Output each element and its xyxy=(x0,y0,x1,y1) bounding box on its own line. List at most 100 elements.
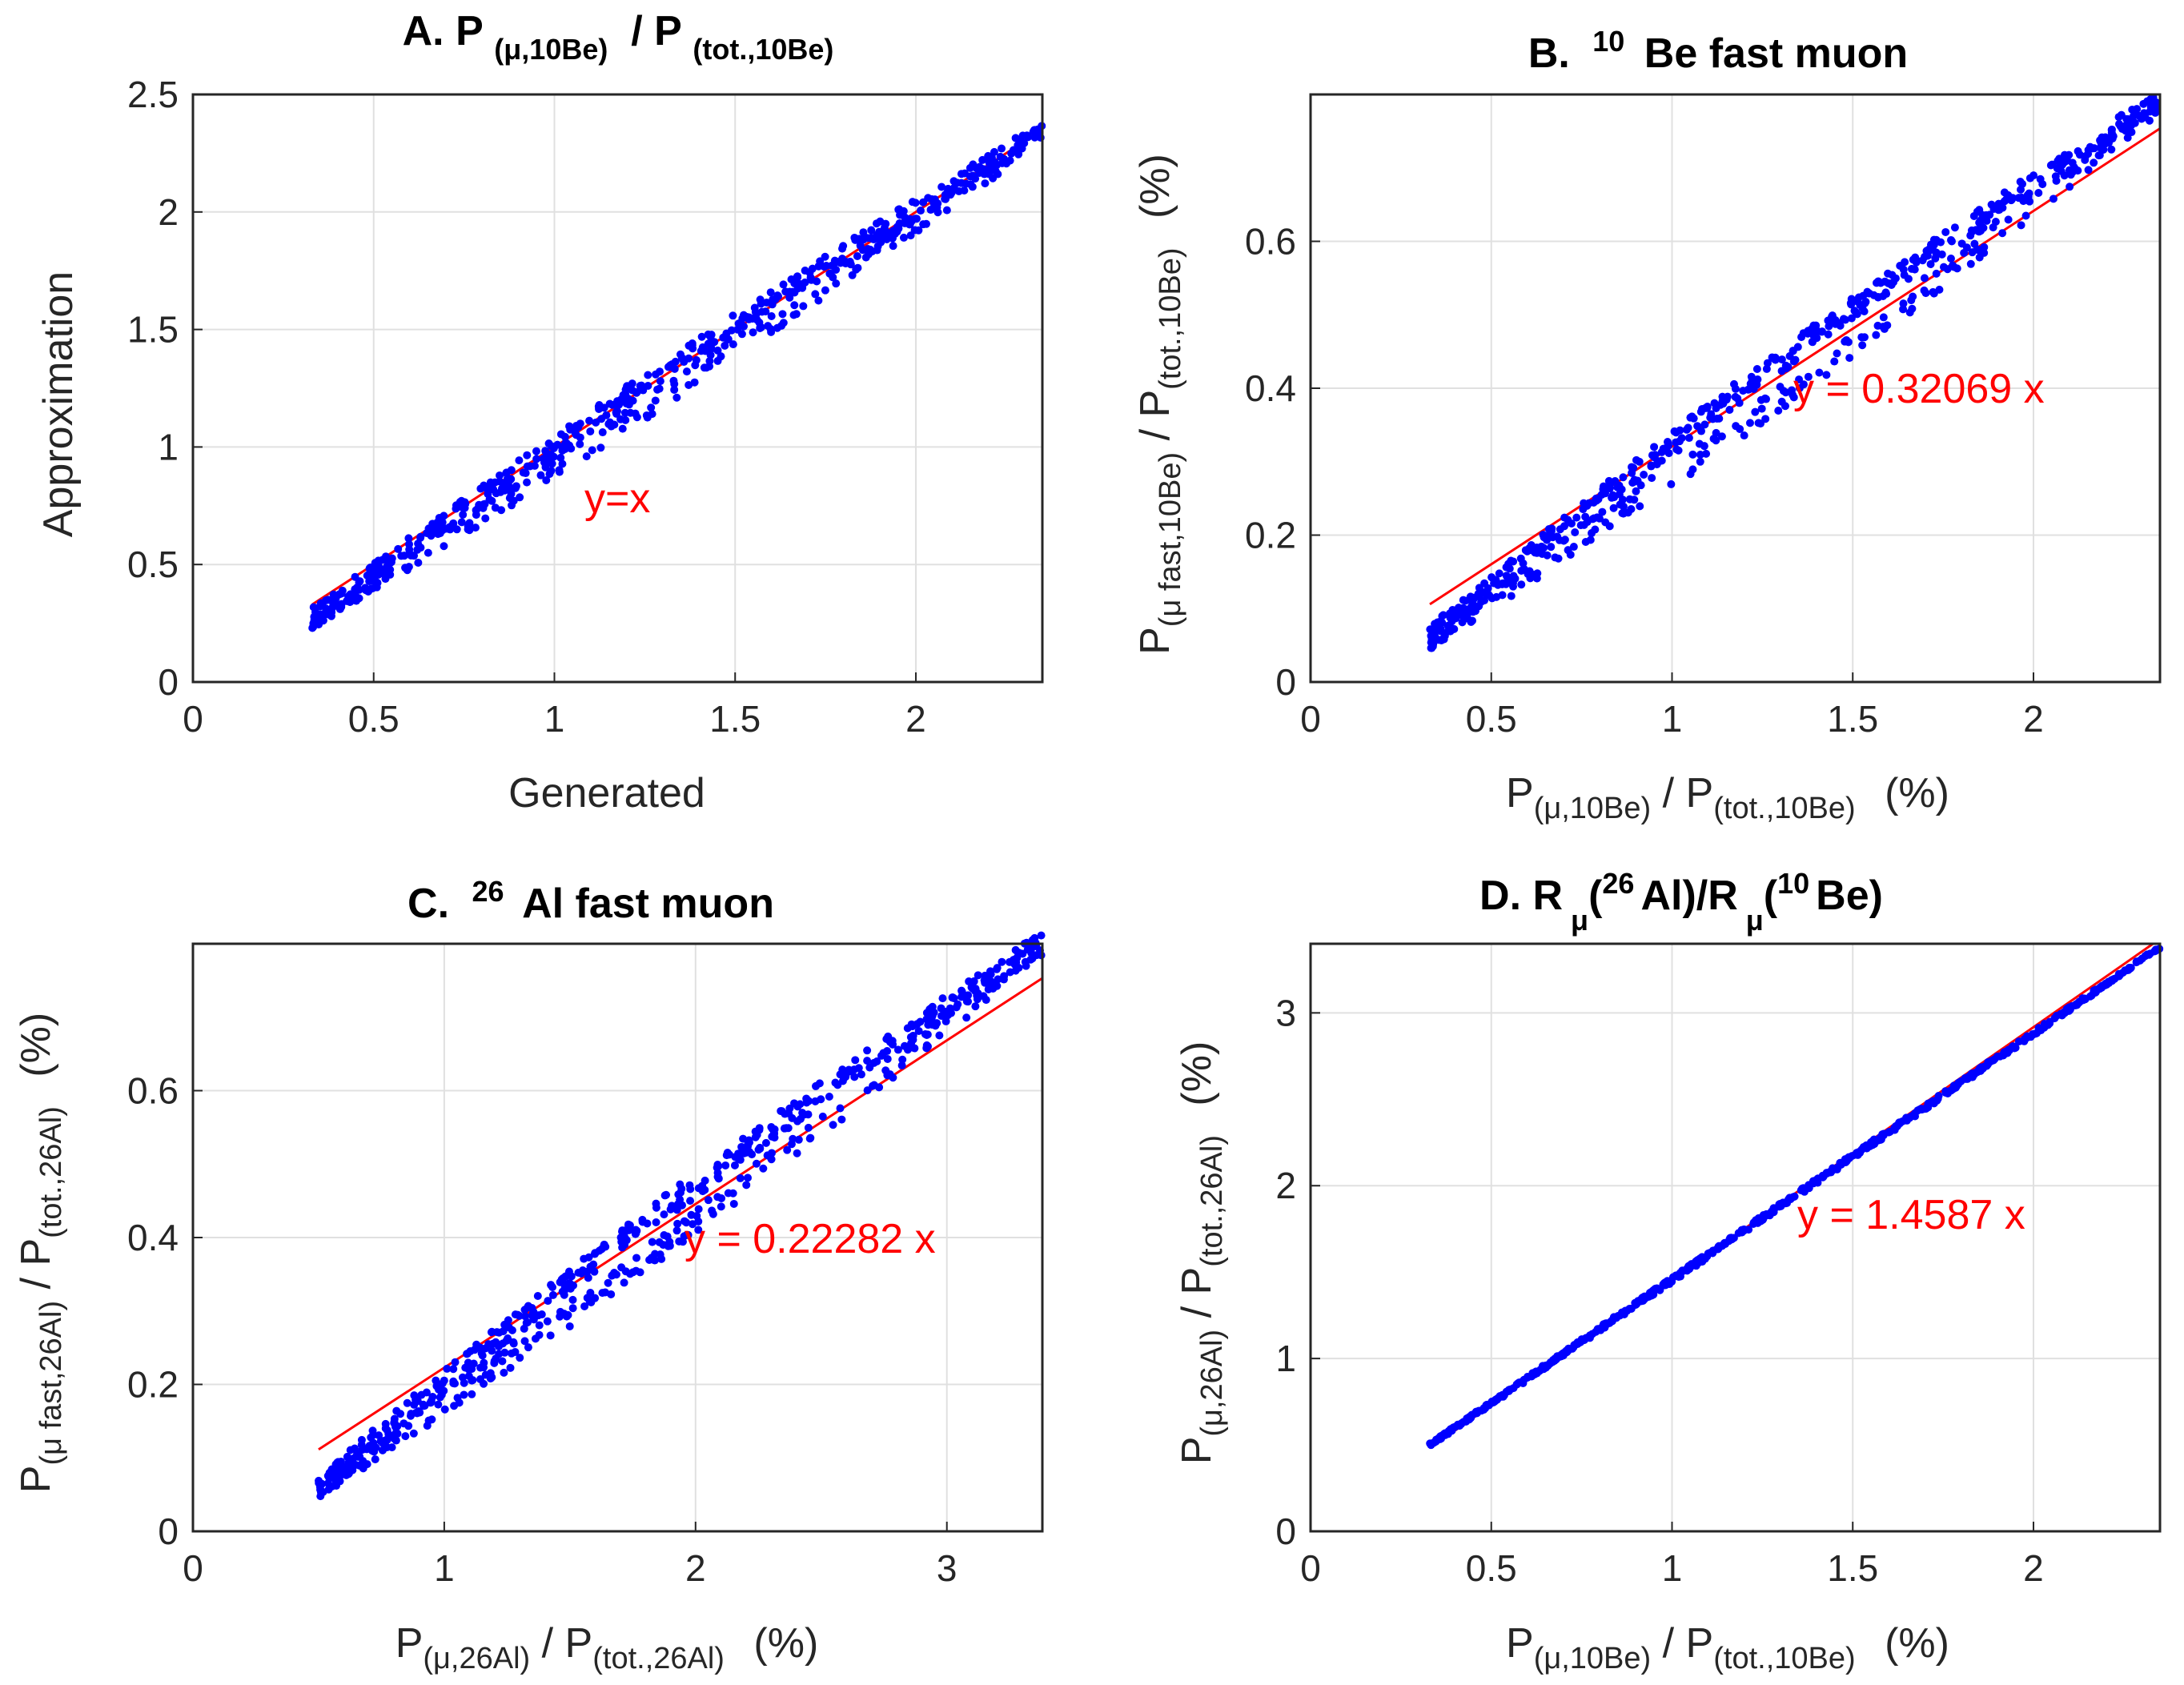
panel-c-data-point xyxy=(652,1203,660,1212)
panel-b-y-tick-label: 0 xyxy=(1275,661,1296,703)
panel-b-data-point xyxy=(1841,337,1849,346)
panel-c-data-point xyxy=(903,1045,912,1054)
panel-c-y-axis-label: P(μ fast,26Al) / P(tot.,26Al) (%) xyxy=(13,1013,68,1493)
panel-b-data-point xyxy=(1556,525,1564,534)
panel-c-data-point xyxy=(761,1138,770,1147)
panel-c-data-point xyxy=(612,1270,620,1279)
panel-a-data-point xyxy=(729,340,737,349)
panel-c-data-point xyxy=(893,1045,902,1054)
panel-b-data-point xyxy=(1647,462,1656,471)
panel-a-y-axis-label: Approximation xyxy=(35,271,82,537)
panel-a-grid xyxy=(192,94,1042,683)
panel-a-data-point xyxy=(618,424,627,433)
panel-c-data-point xyxy=(1021,957,1030,966)
panel-c-data-point xyxy=(851,1056,860,1065)
panel-c-data-point xyxy=(632,1229,640,1238)
panel-c-data-point xyxy=(928,1011,937,1020)
panel-d-y-tick-label: 1 xyxy=(1275,1338,1296,1379)
panel-b-data-point xyxy=(1725,405,1734,414)
panel-a-data-point xyxy=(966,180,975,189)
panel-d-data-point xyxy=(1877,1135,1885,1144)
panel-d-scatter-points xyxy=(1426,945,2164,1450)
panel-a-data-point xyxy=(484,490,492,499)
panel-b-data-point xyxy=(1994,206,2003,215)
panel-b-data-point xyxy=(1921,289,1930,298)
panel-c-data-point xyxy=(743,1173,752,1182)
panel-b-data-point xyxy=(1799,329,1808,338)
panel-b-data-point xyxy=(1975,253,1984,262)
panel-b-data-point xyxy=(1446,613,1455,622)
panel-c-y-tick-label: 0.6 xyxy=(127,1070,179,1112)
panel-a-data-point xyxy=(416,533,425,542)
panel-b-x-tick-label: 0 xyxy=(1300,698,1321,740)
panel-d-data-point xyxy=(1727,1234,1736,1242)
panel-a-data-point xyxy=(937,183,946,191)
panel-a-data-point xyxy=(944,190,953,199)
panel-d-data-point xyxy=(1721,1240,1730,1249)
panel-b-data-point xyxy=(2025,174,2034,183)
panel-c-data-point xyxy=(736,1173,745,1182)
panel-d-data-point xyxy=(1776,1199,1785,1208)
panel-a-data-point xyxy=(414,558,423,567)
panel-c-data-point xyxy=(1008,958,1017,967)
panel-a-data-point xyxy=(460,503,469,512)
panel-d-x-axis-label: P(μ,10Be) / P(tot.,10Be) (%) xyxy=(1506,1620,1949,1675)
panel-d-data-point xyxy=(1848,1152,1857,1161)
panel-a-x-tick-label: 1 xyxy=(544,698,565,740)
panel-a-data-point xyxy=(820,263,829,271)
panel-a-data-point xyxy=(833,257,841,266)
panel-a-data-point xyxy=(532,455,541,463)
panel-a-data-point xyxy=(586,427,595,435)
panel-a-data-point xyxy=(555,466,564,475)
panel-c-data-point xyxy=(522,1318,531,1327)
panel-b-data-point xyxy=(1684,423,1692,432)
panel-c-data-point xyxy=(432,1382,441,1390)
panel-c-data-point xyxy=(559,1274,568,1282)
panel-c-data-point xyxy=(863,1057,872,1065)
panel-b-data-point xyxy=(1968,248,1977,257)
panel-c-data-point xyxy=(713,1169,722,1177)
panel-a-data-point xyxy=(416,544,425,552)
panel-d-data-point xyxy=(1427,1441,1435,1450)
panel-b-data-point xyxy=(1554,554,1563,563)
panel-c-data-point xyxy=(423,1422,432,1430)
panel-c-data-point xyxy=(451,1358,460,1366)
panel-b-data-point xyxy=(1784,363,1793,371)
panel-b-data-point xyxy=(1998,229,2007,238)
panel-c-data-point xyxy=(721,1161,730,1169)
panel-b-data-point xyxy=(1863,287,1872,296)
panel-a-data-point xyxy=(507,489,516,498)
panel-a-data-point xyxy=(457,518,466,527)
panel-b-data-point xyxy=(1430,626,1439,635)
panel-a-data-point xyxy=(541,459,550,467)
panel-a-data-point xyxy=(547,450,556,459)
panel-a-data-point xyxy=(704,339,713,348)
panel-c-data-point xyxy=(897,1061,906,1070)
panel-c-data-point xyxy=(620,1278,628,1287)
panel-c-data-point xyxy=(937,1012,946,1021)
panel-c-data-point xyxy=(928,1021,937,1029)
panel-a-data-point xyxy=(692,355,701,364)
panel-c-data-point xyxy=(583,1267,592,1276)
panel-c-data-point xyxy=(440,1405,449,1414)
panel-a-data-point xyxy=(749,328,757,337)
panel-c-data-point xyxy=(1033,951,1042,960)
panel-c-data-point xyxy=(941,1017,950,1025)
panel-c-data-point xyxy=(391,1436,400,1445)
panel-b-data-point xyxy=(1427,644,1436,652)
panel-a-data-point xyxy=(734,319,743,328)
panel-c-data-point xyxy=(869,1081,878,1089)
panel-c-x-axis-label: P(μ,26Al) / P(tot.,26Al) (%) xyxy=(395,1620,819,1675)
panel-c-data-point xyxy=(984,985,993,994)
panel-a-data-point xyxy=(595,404,604,413)
panel-b-data-point xyxy=(2066,183,2074,191)
panel-a-data-point xyxy=(881,219,890,228)
panel-b-data-point xyxy=(2090,158,2098,167)
panel-c-data-point xyxy=(584,1274,592,1282)
panel-a-data-point xyxy=(994,170,1002,179)
panel-a-data-point xyxy=(1011,134,1020,142)
panel-a-data-point xyxy=(853,251,861,260)
panel-a-data-point xyxy=(386,559,395,568)
panel-c-data-point xyxy=(817,1095,825,1104)
panel-c-data-point xyxy=(790,1099,799,1108)
